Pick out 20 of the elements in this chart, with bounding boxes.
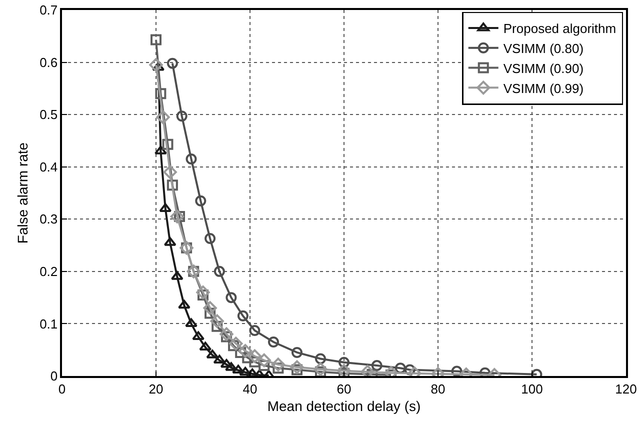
y-tick-label: 0.7 [40,2,58,18]
y-tick-label: 0.6 [40,54,58,70]
y-tick-label: 0.5 [40,107,58,122]
y-tick-label: 0.3 [40,212,58,227]
y-tick-label: 0 [50,368,58,384]
x-tick-label: 40 [242,381,258,396]
x-tick-label: 20 [148,381,164,396]
x-tick-label: 100 [521,381,543,396]
x-axis-title: Mean detection delay (s) [267,398,421,414]
y-axis-title: False alarm rate [14,142,31,244]
legend-label: VSIMM (0.80) [503,40,584,56]
x-tick-label: 80 [430,381,446,396]
legend-label: Proposed algorithm [503,21,616,36]
y-tick-label: 0.4 [40,159,58,174]
x-tick-label: 120 [615,381,637,396]
y-tick-label: 0.1 [40,316,58,332]
y-tick-label: 0.2 [40,264,58,279]
x-tick-label: 60 [336,381,352,396]
legend-label: VSIMM (0.99) [503,80,584,96]
legend-label: VSIMM (0.90) [503,60,584,76]
